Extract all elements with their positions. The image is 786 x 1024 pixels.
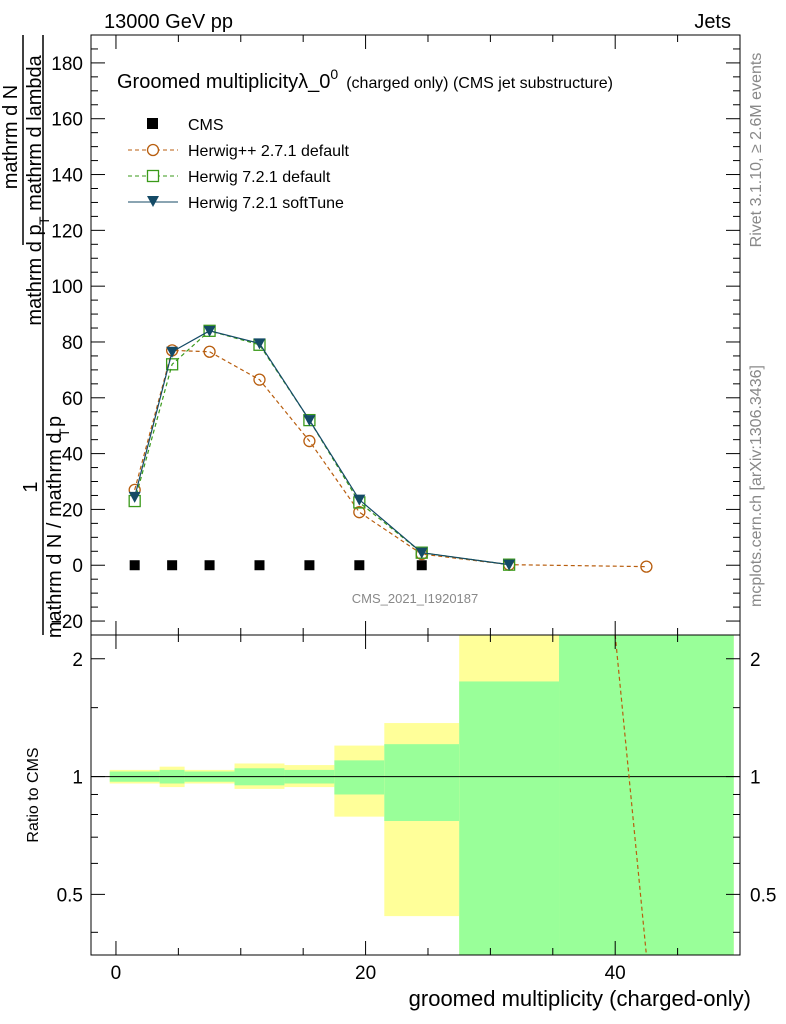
ratio-y-tick-label-right: 0.5 [750,885,776,906]
main-y-tick-label: 160 [51,110,83,131]
data-point-herwig-721-softtune [253,338,266,350]
ratio-y-tick-label: 0.5 [57,885,83,906]
data-point-cms [129,560,140,571]
legend-entry-cms: CMS [147,117,224,134]
data-point-cms [167,560,178,571]
main-y-tick-label: 120 [51,221,83,242]
ratio-band-stat [459,681,560,955]
legend-label-herwigpp-271: Herwig++ 2.7.1 default [188,143,350,160]
legend-marker-herwig-721-default [146,169,160,183]
main-y-tick-label: 180 [51,54,83,75]
main-y-tick-label: 0 [72,556,83,577]
data-point-herwigpp-271 [303,434,316,448]
ratio-frame [90,634,741,956]
legend-entry-herwig-721-default: Herwig 7.2.1 default [128,169,331,186]
main-y-tick-label: 60 [62,389,83,410]
main-series-layer [128,324,653,573]
ratio-panel: 0.5 0.5 1 1 2 2 0 20 40 Ratio to CMS groomed mu… [25,634,776,1011]
data-point-herwigpp-271 [203,345,216,358]
ratio-band-stat [559,635,734,955]
ratio-band-stat [334,760,385,795]
data-point-herwig-721-softtune [128,491,141,503]
series-line-2 [134,330,510,566]
ratio-y-tick-label: 2 [72,650,83,671]
legend-marker-herwigpp-271 [146,143,160,157]
main-y-tick-label: −20 [51,612,83,633]
data-point-herwig-721-softtune [353,494,366,506]
data-point-herwig-721-softtune [166,346,179,358]
legend-marker-cms [147,118,158,129]
main-y-tick-label: 80 [62,333,83,354]
ylabel-denominator-2-dp: mathrm d p [24,224,46,325]
main-y-axis-label: 1 mathrm d N / mathrm d p T mathrm d N m… [0,35,72,638]
main-y-tick-label: 100 [51,277,83,298]
ratio-curves [614,634,647,956]
main-x-ticks [115,35,741,635]
data-point-herwig-721-softtune [503,559,516,571]
energy-label: 13000 GeV pp [104,11,233,33]
ratio-y-ticks: 0.5 0.5 1 1 2 2 [57,650,776,933]
ratio-x-ticks: 0 20 40 [111,635,741,984]
ylabel-denominator-2: mathrm d p T mathrm d lambda [24,54,52,325]
data-point-cms [416,560,427,571]
ylabel-denominator-2-dl: mathrm d lambda [24,54,46,210]
main-panel: −20 0 20 40 60 80 100 120 140 160 180 1 mathrm d N… [0,34,741,638]
ylabel-numerator-2: mathrm d N [0,85,22,189]
legend-label-herwig-721-default: Herwig 7.2.1 default [188,169,331,186]
main-y-tick-label: 140 [51,166,83,187]
data-point-cms [254,560,265,571]
rivet-label: Rivet 3.1.10, ≥ 2.6M events [748,53,765,248]
data-point-herwig-721-default [165,358,179,371]
mcplots-label: mcplots.cern.ch [arXiv:1306.3436] [748,365,765,607]
ratio-y-tick-label-right: 2 [750,650,761,671]
legend-entry-herwig-721-softtune: Herwig 7.2.1 softTune [128,195,344,212]
data-point-cms [204,560,215,571]
main-y-tick-label: 20 [62,500,83,521]
x-axis-label: groomed multiplicity (charged-only) [409,986,751,1011]
ylabel-denominator-1: mathrm d N / mathrm d p [44,416,66,638]
ylabel-numerator-1: 1 [20,481,42,492]
legend-marker-herwig-721-softtune [147,196,159,207]
data-point-herwigpp-271 [640,560,653,573]
main-y-ticks: −20 0 20 40 60 80 100 120 140 160 180 [51,34,740,633]
ylabel-denominator-2-sub: T [36,216,52,225]
data-point-cms [354,560,365,571]
data-point-herwig-721-softtune [203,325,216,337]
data-point-herwig-721-softtune [303,415,316,427]
ratio-x-tick-label: 0 [111,963,122,984]
analysis-watermark: CMS_2021_I1920187 [352,591,479,606]
legend-entry-herwigpp-271: Herwig++ 2.7.1 default [128,143,350,160]
ratio-y-tick-label-right: 1 [750,768,761,789]
data-point-herwig-721-softtune [415,547,428,559]
ratio-curve-herwigpp-271 [614,634,647,956]
ratio-bands [109,635,734,955]
ratio-y-tick-label: 1 [72,768,83,789]
series-line-3 [134,330,510,566]
data-point-cms [304,560,315,571]
data-point-herwigpp-271 [353,506,366,519]
legend-label-cms: CMS [188,117,224,134]
process-label: Jets [694,11,731,33]
legend: CMS Herwig++ 2.7.1 default Herwig 7.2.1 … [128,117,350,212]
ylabel-denominator-1-sub: T [56,428,72,437]
data-point-herwigpp-271 [253,373,266,386]
legend-label-herwig-721-softtune: Herwig 7.2.1 softTune [188,195,344,212]
ratio-x-tick-label: 20 [355,963,376,984]
series-line-1 [134,349,647,568]
ratio-x-tick-label: 40 [605,963,626,984]
ratio-y-axis-label: Ratio to CMS [25,747,42,842]
ratio-band-stat [384,744,460,821]
main-y-tick-label: 40 [62,445,83,466]
chart-title: Groomed multiplicityλ_00(charged only) (… [117,66,613,93]
